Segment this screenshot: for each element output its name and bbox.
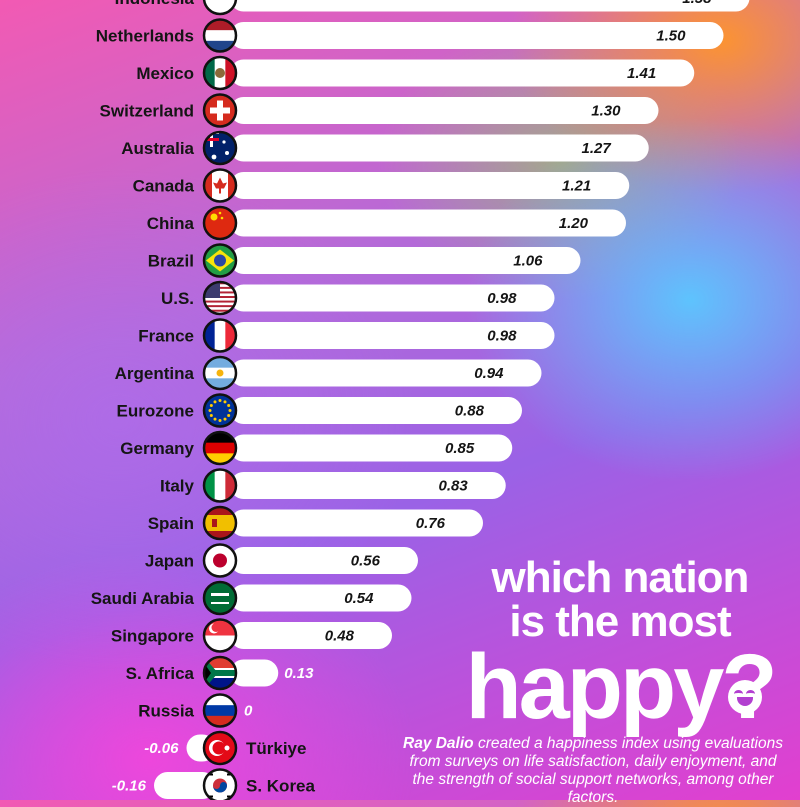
south-korea-flag-icon (202, 768, 238, 800)
south-africa-flag-icon (202, 655, 238, 691)
value-label: 1.58 (682, 0, 712, 7)
japan-flag-icon (202, 543, 238, 578)
value-label: 1.30 (591, 103, 621, 120)
germany-flag-icon (202, 430, 238, 466)
category-label: Italy (160, 477, 195, 496)
category-label: Russia (138, 702, 194, 721)
bar (230, 22, 724, 49)
bar (230, 359, 542, 387)
bar (230, 0, 750, 12)
category-label: Saudi Arabia (91, 589, 195, 608)
note-author: Ray Dalio (403, 735, 474, 752)
mexico-flag-icon (202, 55, 238, 91)
value-label: 1.06 (513, 253, 543, 270)
value-label: 1.50 (656, 28, 686, 45)
value-label: 1.41 (627, 65, 656, 82)
value-label: 0.98 (487, 328, 517, 345)
category-label: Brazil (148, 252, 194, 271)
bar (230, 584, 412, 612)
bar (230, 322, 555, 349)
category-label: Indonesia (115, 0, 195, 8)
category-label: Canada (133, 177, 195, 196)
value-label: 0.98 (487, 290, 517, 307)
value-label: 0.88 (455, 403, 485, 420)
value-label: 0.85 (445, 440, 475, 457)
bar (230, 59, 695, 87)
source-note: Ray Dalio created a happiness index usin… (398, 735, 788, 807)
category-label: Netherlands (96, 27, 194, 46)
switzerland-flag-icon (202, 93, 238, 128)
value-label: 1.27 (582, 140, 612, 157)
chart-headline: which nation is the most happy? (455, 553, 785, 738)
category-label: Mexico (136, 64, 194, 83)
value-label: 0.48 (325, 628, 355, 645)
bar (230, 397, 522, 424)
value-label: 0 (244, 703, 253, 720)
headline-line-1: which nation (491, 553, 750, 602)
singapore-flag-icon (202, 618, 238, 653)
argentina-flag-icon (202, 355, 238, 391)
value-label: 0.56 (351, 553, 381, 570)
bar (230, 97, 659, 124)
value-label: 0.94 (474, 365, 504, 382)
value-label: 0.54 (344, 590, 374, 607)
bar (230, 659, 279, 687)
eurozone-flag-icon (202, 393, 238, 428)
russia-flag-icon (202, 693, 238, 728)
bar (230, 509, 483, 537)
category-label: Eurozone (117, 402, 194, 421)
category-label: China (147, 214, 195, 233)
value-label: 1.21 (562, 178, 591, 195)
bar (230, 472, 506, 499)
category-label: France (138, 327, 194, 346)
bar (230, 284, 555, 312)
value-label: 0.13 (284, 665, 314, 682)
bar (230, 622, 392, 649)
indonesia-flag-icon (202, 0, 238, 16)
category-label: Argentina (115, 364, 195, 383)
category-label: Japan (145, 552, 194, 571)
france-flag-icon (202, 318, 238, 353)
bar (230, 434, 513, 462)
bar (230, 134, 649, 162)
brazil-flag-icon (202, 243, 238, 278)
category-label: Switzerland (100, 102, 194, 121)
category-label: S. Korea (246, 777, 316, 796)
smiling-face-icon (728, 680, 762, 714)
note-text: created a happiness index using evaluati… (409, 735, 783, 806)
spain-flag-icon (202, 505, 238, 541)
value-label: 1.20 (559, 215, 589, 232)
category-label: Australia (121, 139, 194, 158)
bar (230, 209, 626, 237)
canada-flag-icon (202, 168, 238, 203)
category-label: S. Africa (126, 664, 195, 683)
bar (230, 172, 630, 199)
category-label: Türkiye (246, 739, 306, 758)
value-label: -0.06 (144, 740, 179, 757)
value-label: 0.83 (439, 478, 469, 495)
netherlands-flag-icon (202, 18, 238, 53)
turkiye-flag-icon (202, 730, 238, 766)
headline-line-3: happy? (465, 636, 777, 738)
value-label: 0.76 (416, 515, 446, 532)
australia-flag-icon (202, 130, 238, 166)
category-label: Singapore (111, 627, 194, 646)
category-label: Germany (120, 439, 194, 458)
china-flag-icon (202, 205, 238, 241)
category-label: Spain (148, 514, 194, 533)
headline-line-2: is the most (509, 597, 731, 646)
bar (154, 772, 216, 799)
saudi-arabia-flag-icon (202, 580, 238, 616)
bar (230, 547, 418, 574)
value-label: -0.16 (112, 778, 147, 795)
category-label: U.S. (161, 289, 194, 308)
bar (230, 247, 581, 274)
italy-flag-icon (202, 468, 238, 503)
us-flag-icon (202, 280, 238, 316)
